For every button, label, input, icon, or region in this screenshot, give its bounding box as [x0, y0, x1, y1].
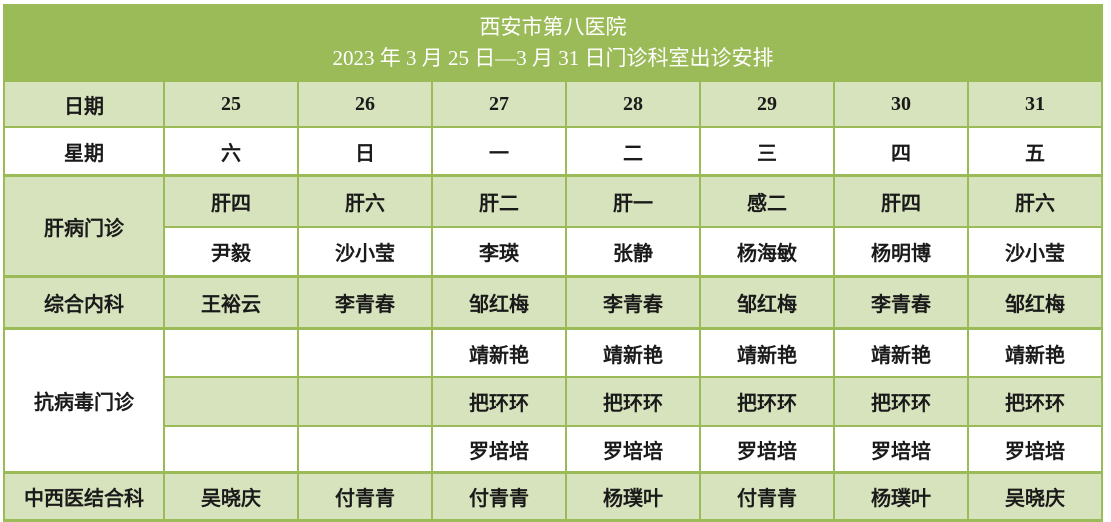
schedule-cell: 把环环	[431, 376, 567, 427]
schedule-subtitle: 2023 年 3 月 25 日—3 月 31 日门诊科室出诊安排	[332, 46, 774, 70]
schedule-cell: 罗培培	[833, 425, 969, 474]
schedule-cell: 罗培培	[565, 425, 701, 474]
schedule-cell: 王裕云	[163, 275, 299, 330]
schedule-cell: 把环环	[565, 376, 701, 427]
date-cell: 25	[163, 80, 299, 128]
schedule-cell: 靖新艳	[833, 327, 969, 378]
schedule-cell: 靖新艳	[431, 327, 567, 378]
schedule-cell: 付青青	[297, 471, 433, 522]
schedule-cell: 邹红梅	[431, 275, 567, 330]
table-row: 抗病毒门诊 靖新艳 靖新艳 靖新艳 靖新艳 靖新艳	[3, 327, 1103, 474]
schedule-cell	[297, 327, 433, 378]
table-row: 中西医结合科 吴晓庆 付青青 付青青 杨璞叶 付青青 杨璞叶 吴晓庆	[3, 471, 1103, 522]
weekday-cell: 六	[163, 126, 299, 177]
schedule-cell: 肝六	[967, 174, 1103, 228]
schedule-table: 西安市第八医院 2023 年 3 月 25 日—3 月 31 日门诊科室出诊安排…	[3, 4, 1103, 522]
schedule-cell: 吴晓庆	[967, 471, 1103, 522]
schedule-cell	[297, 376, 433, 427]
table-row: 肝病门诊 肝四 肝六 肝二 肝一 感二 肝四 肝六	[3, 174, 1103, 278]
schedule-table-body: 西安市第八医院 2023 年 3 月 25 日—3 月 31 日门诊科室出诊安排…	[3, 4, 1103, 522]
schedule-cell: 李瑛	[431, 226, 567, 278]
schedule-cell: 肝六	[297, 174, 433, 228]
schedule-cell: 尹毅	[163, 226, 299, 278]
table-row: 综合内科 王裕云 李青春 邹红梅 李青春 邹红梅 李青春 邹红梅	[3, 275, 1103, 330]
department-cell: 中西医结合科	[3, 471, 165, 522]
schedule-cell	[163, 376, 299, 427]
schedule-cell: 杨璞叶	[565, 471, 701, 522]
schedule-cell	[163, 425, 299, 474]
date-cell: 30	[833, 80, 969, 128]
table-row: 日期 25 26 27 28 29 30 31	[3, 80, 1103, 128]
schedule-cell: 靖新艳	[967, 327, 1103, 378]
schedule-cell: 付青青	[699, 471, 835, 522]
table-title-cell: 西安市第八医院 2023 年 3 月 25 日—3 月 31 日门诊科室出诊安排	[3, 4, 1103, 82]
weekday-cell: 四	[833, 126, 969, 177]
schedule-cell: 吴晓庆	[163, 471, 299, 522]
schedule-cell: 付青青	[431, 471, 567, 522]
date-cell: 29	[699, 80, 835, 128]
schedule-cell: 罗培培	[431, 425, 567, 474]
department-cell: 肝病门诊	[3, 174, 165, 278]
weekday-cell: 三	[699, 126, 835, 177]
schedule-cell: 李青春	[565, 275, 701, 330]
schedule-cell: 感二	[699, 174, 835, 228]
weekday-cell: 五	[967, 126, 1103, 177]
department-cell: 抗病毒门诊	[3, 327, 165, 474]
title-row: 西安市第八医院 2023 年 3 月 25 日—3 月 31 日门诊科室出诊安排	[3, 4, 1103, 82]
schedule-cell: 杨璞叶	[833, 471, 969, 522]
schedule-cell: 靖新艳	[699, 327, 835, 378]
weekday-cell: 二	[565, 126, 701, 177]
date-cell: 31	[967, 80, 1103, 128]
schedule-cell: 把环环	[699, 376, 835, 427]
schedule-cell: 邹红梅	[699, 275, 835, 330]
schedule-cell: 肝二	[431, 174, 567, 228]
schedule-cell: 肝四	[833, 174, 969, 228]
date-cell: 28	[565, 80, 701, 128]
date-row-label: 日期	[3, 80, 165, 128]
department-cell: 综合内科	[3, 275, 165, 330]
schedule-cell: 张静	[565, 226, 701, 278]
table-row: 罗培培 罗培培 罗培培 罗培培 罗培培	[4, 425, 1103, 474]
schedule-document: 西安市第八医院 2023 年 3 月 25 日—3 月 31 日门诊科室出诊安排…	[3, 4, 1103, 522]
schedule-cell: 李青春	[297, 275, 433, 330]
hospital-name: 西安市第八医院	[479, 15, 627, 39]
schedule-cell: 杨海敏	[699, 226, 835, 278]
schedule-cell: 沙小莹	[967, 226, 1103, 278]
weekday-row-label: 星期	[3, 126, 165, 177]
schedule-cell	[163, 327, 299, 378]
weekday-cell: 日	[297, 126, 433, 177]
schedule-cell: 沙小莹	[297, 226, 433, 278]
schedule-cell: 靖新艳	[565, 327, 701, 378]
table-row: 把环环 把环环 把环环 把环环 把环环	[4, 376, 1103, 427]
schedule-cell: 罗培培	[699, 425, 835, 474]
table-row: 尹毅 沙小莹 李瑛 张静 杨海敏 杨明博 沙小莹	[4, 226, 1103, 278]
table-row: 星期六日一二三四五	[3, 126, 1103, 177]
schedule-cell: 肝一	[565, 174, 701, 228]
weekday-cell: 一	[431, 126, 567, 177]
schedule-cell: 把环环	[833, 376, 969, 427]
schedule-cell: 邹红梅	[967, 275, 1103, 330]
date-cell: 27	[431, 80, 567, 128]
schedule-cell: 杨明博	[833, 226, 969, 278]
schedule-cell: 肝四	[163, 174, 299, 228]
schedule-cell	[297, 425, 433, 474]
schedule-cell: 李青春	[833, 275, 969, 330]
date-cell: 26	[297, 80, 433, 128]
schedule-cell: 罗培培	[967, 425, 1103, 474]
schedule-cell: 把环环	[967, 376, 1103, 427]
